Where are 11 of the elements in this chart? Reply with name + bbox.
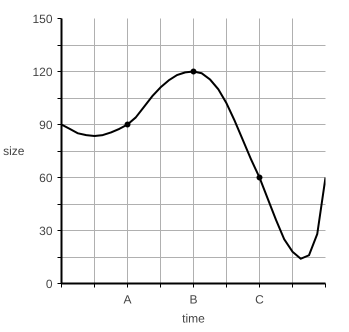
x-axis-title: time — [182, 312, 206, 326]
y-tick-label: 60 — [39, 171, 53, 185]
y-tick-label: 120 — [32, 65, 53, 79]
y-tick-label: 150 — [32, 12, 53, 26]
y-tick-label: 30 — [39, 224, 53, 238]
x-tick-label: C — [255, 292, 264, 306]
x-tick-label: A — [124, 292, 132, 306]
y-tick-label: 90 — [39, 118, 53, 132]
y-tick-label: 0 — [46, 277, 53, 291]
y-axis-title: size — [3, 144, 25, 158]
x-tick-label: B — [190, 292, 198, 306]
